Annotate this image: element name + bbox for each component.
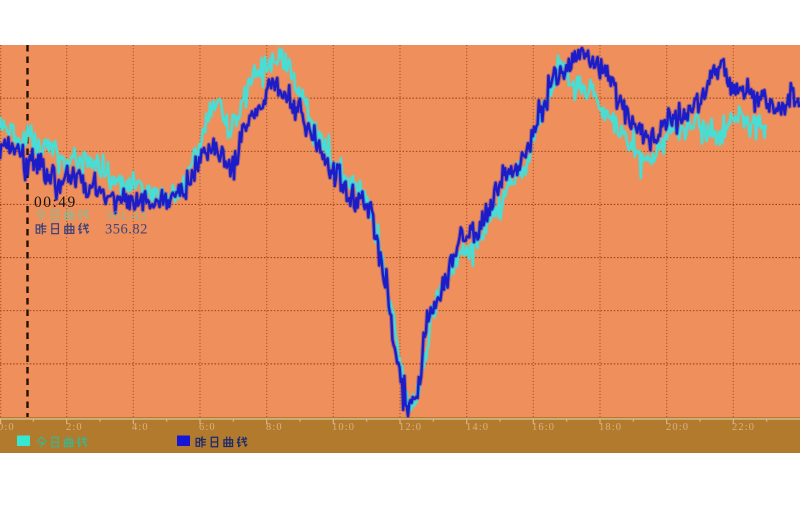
svg-text:4:0: 4:0 xyxy=(132,422,149,433)
svg-text:361.43: 361.43 xyxy=(105,209,147,224)
svg-text:20:0: 20:0 xyxy=(666,422,689,433)
svg-text:10:0: 10:0 xyxy=(332,422,355,433)
svg-text:22:0: 22:0 xyxy=(732,422,755,433)
svg-text:16:0: 16:0 xyxy=(532,422,555,433)
svg-text:8:0: 8:0 xyxy=(266,422,283,433)
svg-text:6:0: 6:0 xyxy=(199,422,216,433)
svg-text:12:0: 12:0 xyxy=(399,422,422,433)
svg-text:0:0: 0:0 xyxy=(0,422,15,433)
svg-text:18:0: 18:0 xyxy=(599,422,622,433)
svg-text:356.82: 356.82 xyxy=(105,222,148,238)
svg-text:00:49: 00:49 xyxy=(34,194,77,211)
svg-text:2:0: 2:0 xyxy=(66,422,83,433)
svg-text:14:0: 14:0 xyxy=(466,422,489,433)
